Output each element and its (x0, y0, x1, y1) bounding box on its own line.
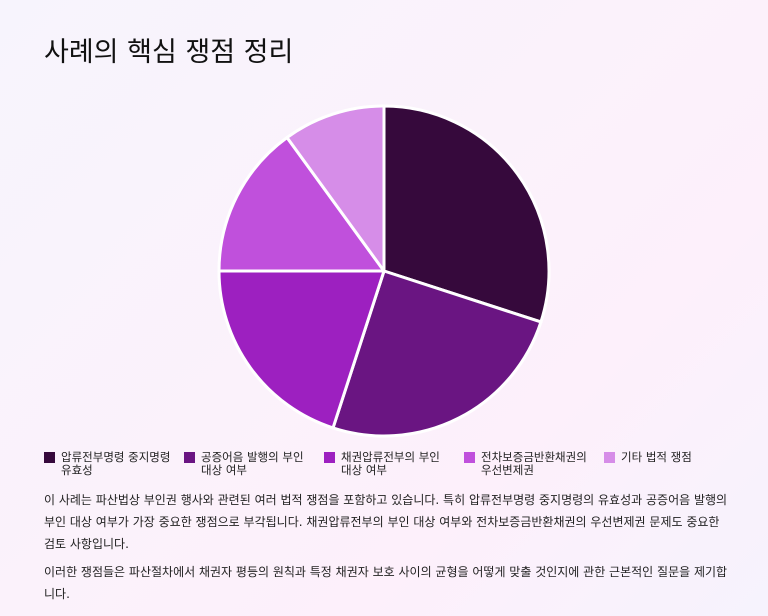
legend-item: 전차보증금반환채권의 우선변제권 (464, 451, 604, 477)
pie-slice (331, 269, 543, 438)
legend-label: 전차보증금반환채권의 우선변제권 (481, 450, 587, 477)
pie-chart (217, 104, 551, 438)
legend-item: 채권압류전부의 부인 대상 여부 (324, 451, 464, 477)
legend-label: 공증어음 발행의 부인 대상 여부 (201, 450, 304, 477)
pie-slice (217, 136, 386, 273)
summary-paragraph: 이 사례는 파산법상 부인권 행사와 관련된 여러 법적 쟁점을 포함하고 있습… (44, 493, 728, 551)
chart-legend: 압류전부명령 중지명령 유효성 공증어음 발행의 부인 대상 여부 채권압류전부… (44, 451, 744, 477)
pie-slice (217, 269, 386, 430)
legend-swatch (324, 452, 335, 463)
legend-swatch (44, 452, 55, 463)
page-title: 사례의 핵심 쟁점 정리 (44, 37, 294, 68)
legend-swatch (184, 452, 195, 463)
legend-item: 압류전부명령 중지명령 유효성 (44, 451, 184, 477)
pie-slice (382, 104, 551, 324)
legend-item: 기타 법적 쟁점 (604, 451, 724, 477)
legend-item: 공증어음 발행의 부인 대상 여부 (184, 451, 324, 477)
pie-slice (285, 104, 386, 273)
legend-label: 기타 법적 쟁점 (621, 450, 692, 464)
legend-label: 채권압류전부의 부인 대상 여부 (341, 450, 440, 477)
conclusion-paragraph: 이러한 쟁점들은 파산절차에서 채권자 평등의 원칙과 특정 채권자 보호 사이… (44, 565, 728, 601)
legend-label: 압류전부명령 중지명령 유효성 (61, 450, 171, 477)
legend-swatch (604, 452, 615, 463)
legend-swatch (464, 452, 475, 463)
